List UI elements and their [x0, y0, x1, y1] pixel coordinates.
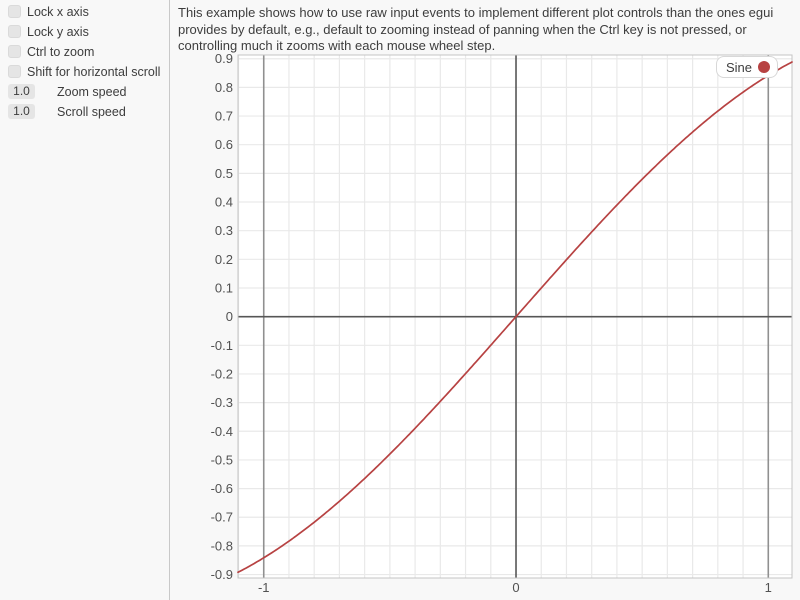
svg-text:0.4: 0.4 — [215, 195, 233, 210]
scroll-speed-label: Scroll speed — [57, 104, 126, 119]
checkbox-label: Ctrl to zoom — [27, 44, 95, 59]
svg-text:-0.6: -0.6 — [211, 481, 233, 496]
checkbox-label: Lock x axis — [27, 4, 89, 19]
scroll-speed-row: 1.0 Scroll speed — [8, 104, 169, 119]
y-axis-tick-labels: 0.9 0.8 0.7 0.6 0.5 0.4 0.3 0.2 0.1 0 -0.1 -0.2 -0.3… — [211, 51, 233, 582]
svg-text:0.1: 0.1 — [215, 280, 233, 295]
svg-text:-0.1: -0.1 — [211, 338, 233, 353]
svg-text:-0.2: -0.2 — [211, 366, 233, 381]
zoom-speed-row: 1.0 Zoom speed — [8, 84, 169, 99]
zoom-speed-label: Zoom speed — [57, 84, 127, 99]
checkbox-lock-x-axis[interactable]: Lock x axis — [8, 4, 169, 19]
scroll-speed-dragvalue[interactable]: 1.0 — [8, 104, 35, 119]
svg-text:-0.5: -0.5 — [211, 452, 233, 467]
svg-text:-0.7: -0.7 — [211, 510, 233, 525]
svg-text:0.9: 0.9 — [215, 51, 233, 66]
svg-text:-0.9: -0.9 — [211, 567, 233, 582]
legend-entry-label: Sine — [726, 59, 753, 75]
plot-legend[interactable]: Sine — [716, 56, 779, 78]
checkbox-label: Shift for horizontal scroll — [27, 64, 161, 79]
checkbox-icon[interactable] — [8, 45, 21, 58]
svg-text:0.3: 0.3 — [215, 223, 233, 238]
svg-text:0.5: 0.5 — [215, 166, 233, 181]
legend-marker-circle-icon — [758, 61, 771, 73]
sine-curve — [237, 61, 793, 574]
svg-text:0.7: 0.7 — [215, 109, 233, 124]
svg-text:1: 1 — [765, 580, 772, 595]
x-axis-tick-labels: -1 0 1 — [258, 580, 772, 595]
svg-text:-1: -1 — [258, 580, 270, 595]
checkbox-icon[interactable] — [8, 5, 21, 18]
checkbox-ctrl-to-zoom[interactable]: Ctrl to zoom — [8, 44, 169, 59]
checkbox-icon[interactable] — [8, 25, 21, 38]
zoom-speed-dragvalue[interactable]: 1.0 — [8, 84, 35, 99]
plot-description: This example shows how to use raw input … — [178, 5, 774, 53]
checkbox-icon[interactable] — [8, 65, 21, 78]
svg-text:0.2: 0.2 — [215, 252, 233, 267]
svg-text:-0.4: -0.4 — [211, 424, 233, 439]
svg-text:0.8: 0.8 — [215, 80, 233, 95]
svg-text:-0.8: -0.8 — [211, 538, 233, 553]
controls-sidebar: Lock x axis Lock y axis Ctrl to zoom Shi… — [0, 0, 170, 600]
plot-border — [237, 54, 793, 579]
svg-text:-0.3: -0.3 — [211, 395, 233, 410]
svg-text:0: 0 — [512, 580, 519, 595]
checkbox-shift-horizontal-scroll[interactable]: Shift for horizontal scroll — [8, 64, 169, 79]
checkbox-label: Lock y axis — [27, 24, 89, 39]
svg-text:0.6: 0.6 — [215, 137, 233, 152]
checkbox-lock-y-axis[interactable]: Lock y axis — [8, 24, 169, 39]
svg-text:0: 0 — [226, 309, 233, 324]
